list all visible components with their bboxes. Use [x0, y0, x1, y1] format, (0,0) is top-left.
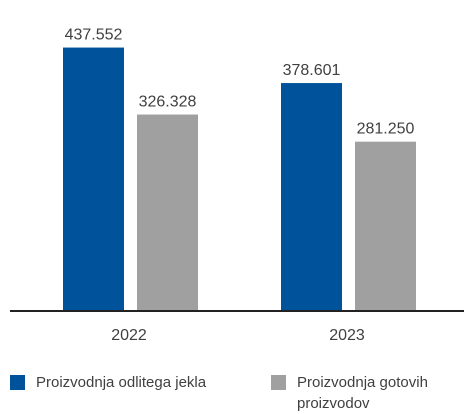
legend-swatch-series-2	[271, 375, 286, 390]
legend-label-series-1: Proizvodnja odlitega jekla	[36, 374, 207, 391]
legend-swatch-series-1	[10, 375, 25, 390]
legend-item-series-2: Proizvodnja gotovih proizvodov	[271, 372, 461, 414]
data-label-series-1-2022: 437.552	[65, 27, 123, 44]
bar-chart: 437.552 378.601 326.328 281.250 2022 2023	[10, 27, 464, 344]
bar-series-1-2023	[281, 83, 342, 311]
legend-label-series-2: Proizvodnja gotovih proizvodov	[297, 374, 428, 412]
bar-series-2-2022	[137, 114, 198, 312]
x-tick-label-2023: 2023	[329, 327, 365, 344]
bar-series-1-2022	[63, 47, 124, 312]
legend-item-series-1: Proizvodnja odlitega jekla	[10, 372, 206, 393]
x-tick-label-2022: 2022	[111, 327, 147, 344]
bar-series-2-2023	[355, 141, 416, 311]
data-label-series-1-2023: 378.601	[283, 62, 341, 79]
data-label-series-2-2022: 326.328	[139, 94, 197, 111]
data-label-series-2-2023: 281.250	[357, 121, 415, 138]
